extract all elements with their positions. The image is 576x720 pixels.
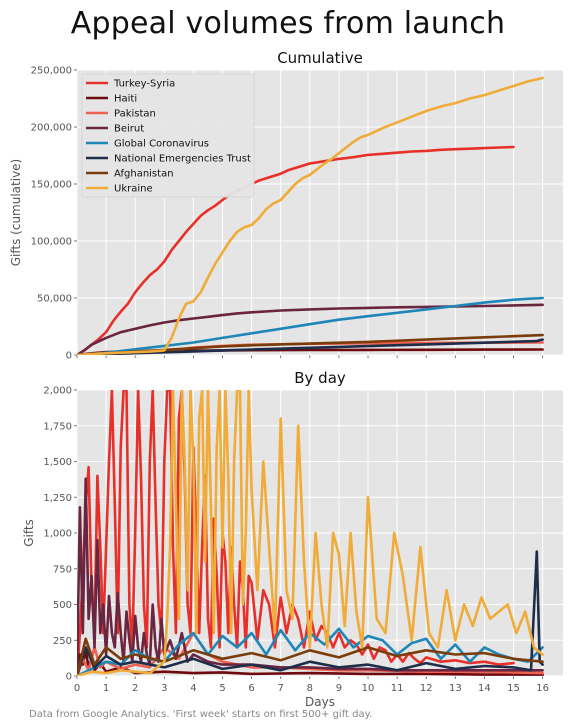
panel-2-x-tick-label: 3 xyxy=(161,683,167,694)
panel-1-series-ukraine xyxy=(77,76,544,355)
panel-1-y-tick-label: 250,000 xyxy=(31,66,72,77)
panel-2-series-ukraine xyxy=(77,390,544,676)
panel-2-x-tick-label: 7 xyxy=(278,683,284,694)
panel-2-y-tick-label: 1,250 xyxy=(43,493,72,504)
panel-2-x-tick-label: 2 xyxy=(132,683,138,694)
legend-label-national-emergencies-trust: National Emergencies Trust xyxy=(114,154,251,165)
legend-label-afghanistan: Afghanistan xyxy=(114,169,174,180)
panel-2-x-tick-label: 8 xyxy=(307,683,313,694)
panel-1-y-tick-label: 200,000 xyxy=(31,123,72,134)
panel-2-x-tick-label: 11 xyxy=(391,683,404,694)
panel-2-x-tick-label: 10 xyxy=(362,683,375,694)
legend-label-beirut: Beirut xyxy=(114,124,144,135)
panel-2-series-national-emergencies-trust xyxy=(77,550,544,676)
legend-label-turkey-syria: Turkey-Syria xyxy=(113,79,175,90)
panel-2-y-tick-label: 750 xyxy=(53,564,72,575)
legend-label-ukraine: Ukraine xyxy=(114,184,153,195)
panel-2-series-afghanistan xyxy=(77,637,544,676)
panel-2-y-tick-label: 500 xyxy=(53,600,72,611)
panel-2-title: By day xyxy=(294,369,346,387)
panel-2-series-beirut xyxy=(77,477,544,676)
panel-2-y-tick-label: 250 xyxy=(53,636,72,647)
panel-2-y-tick-label: 2,000 xyxy=(43,386,72,397)
panel-1-y-tick-label: 50,000 xyxy=(37,294,72,305)
footnote: Data from Google Analytics. 'First week'… xyxy=(29,709,373,720)
legend-box xyxy=(81,73,255,198)
panel-2-y-tick-label: 0 xyxy=(66,672,72,683)
legend-label-haiti: Haiti xyxy=(114,94,137,105)
panel-1-series-global-coronavirus xyxy=(77,296,544,355)
panel-1-y-tick-label: 100,000 xyxy=(31,237,72,248)
panel-2-x-tick-label: 14 xyxy=(478,683,491,694)
panel-1-title: Cumulative xyxy=(277,49,363,67)
panel-2-x-tick-label: 0 xyxy=(74,683,80,694)
panel-2-x-tick-label: 5 xyxy=(219,683,225,694)
panel-2-series-turkey-syria xyxy=(77,390,515,676)
panel-2-x-tick-label: 4 xyxy=(190,683,196,694)
panel-2-y-tick-label: 1,750 xyxy=(43,421,72,432)
panel-1-y-tick-label: 0 xyxy=(66,351,72,362)
panel-1-y-axis-label: Gifts (cumulative) xyxy=(9,159,23,267)
panel-2-y-tick-label: 1,500 xyxy=(43,457,72,468)
panel-1-y-tick-label: 150,000 xyxy=(31,180,72,191)
panel-2-y-axis-label: Gifts xyxy=(22,519,36,547)
panel-2-x-tick-label: 9 xyxy=(336,683,342,694)
legend-label-global-coronavirus: Global Coronavirus xyxy=(114,139,209,150)
figure-title: Appeal volumes from launch xyxy=(70,6,506,41)
panel-2-x-axis-label: Days xyxy=(305,695,335,709)
panel-2-x-tick-label: 16 xyxy=(536,683,549,694)
panel-2-series-pakistan xyxy=(77,631,544,676)
panel-2-x-tick-label: 12 xyxy=(420,683,433,694)
panel-2-x-tick-label: 13 xyxy=(449,683,462,694)
legend-label-pakistan: Pakistan xyxy=(114,109,156,120)
panel-2-x-tick-label: 1 xyxy=(103,683,109,694)
panel-2-x-tick-label: 6 xyxy=(248,683,254,694)
panel-2-x-tick-label: 15 xyxy=(507,683,520,694)
panel-1-series-beirut xyxy=(77,303,544,355)
panel-2-y-tick-label: 1,000 xyxy=(43,529,72,540)
